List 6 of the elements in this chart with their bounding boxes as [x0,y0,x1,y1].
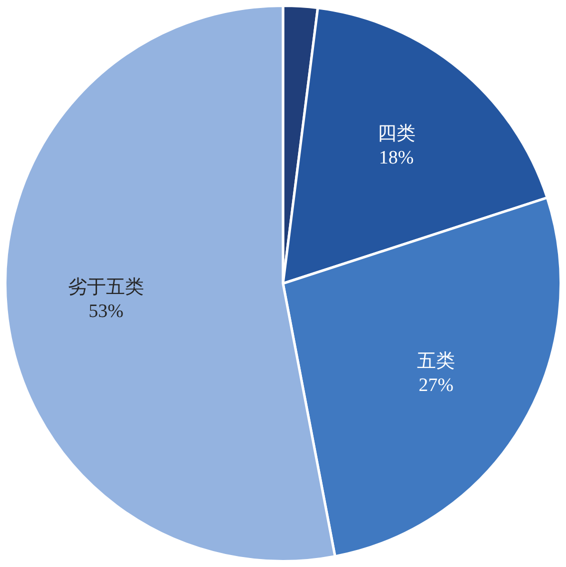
slice-label: 四类 [377,124,416,145]
data-label: 27% [418,374,454,396]
slice-label: 劣于五类 [68,277,144,298]
data-label: 53% [88,301,124,322]
data-label: 18% [378,148,414,169]
slice-label: 五类 [417,350,456,372]
